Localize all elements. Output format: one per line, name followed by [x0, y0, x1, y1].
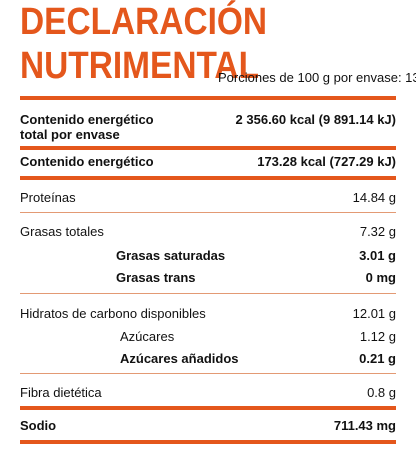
title-line-1: DECLARACIÓN — [20, 1, 268, 43]
energy-total-label-line1: Contenido energético — [20, 112, 154, 127]
fat-label: Grasas totales — [20, 224, 104, 239]
trans-fat-label: Grasas trans — [116, 270, 196, 285]
fat-value: 7.32 g — [359, 224, 396, 239]
energy-label: Contenido energético — [20, 154, 154, 169]
row-energy-total: Contenido energético total por envase 2 … — [20, 112, 396, 146]
saturated-fat-label: Grasas saturadas — [116, 248, 226, 263]
sodium-label: Sodio — [20, 418, 57, 433]
title-line-2: NUTRIMENTAL — [20, 45, 260, 87]
divider-thin — [20, 373, 396, 374]
energy-total-label-line2: total por envase — [20, 127, 120, 142]
sugars-label: Azúcares — [120, 329, 175, 344]
divider-thin — [20, 212, 396, 213]
sodium-value: 711.43 mg — [333, 418, 396, 433]
fiber-label: Fibra dietética — [20, 385, 102, 400]
divider-thick — [20, 96, 396, 100]
energy-total-value: 2 356.60 kcal (9 891.14 kJ) — [235, 112, 396, 127]
energy-value: 173.28 kcal (727.29 kJ) — [257, 154, 396, 169]
sugars-value: 1.12 g — [359, 329, 396, 344]
divider-thick — [20, 440, 396, 444]
carbohydrates-value: 12.01 g — [352, 306, 396, 321]
divider-thick — [20, 146, 396, 150]
added-sugars-label: Azúcares añadidos — [120, 351, 239, 366]
divider-thick — [20, 406, 396, 410]
trans-fat-value: 0 mg — [365, 270, 396, 285]
servings-per-container: Porciones de 100 g por envase: 13.6 — [218, 70, 416, 85]
fiber-value: 0.8 g — [367, 385, 396, 400]
carbohydrates-label: Hidratos de carbono disponibles — [20, 306, 206, 321]
divider-thin — [20, 293, 396, 294]
saturated-fat-value: 3.01 g — [359, 248, 396, 263]
protein-label: Proteínas — [20, 190, 76, 205]
added-sugars-value: 0.21 g — [359, 351, 396, 366]
protein-value: 14.84 g — [352, 190, 396, 205]
divider-thick — [20, 176, 396, 180]
